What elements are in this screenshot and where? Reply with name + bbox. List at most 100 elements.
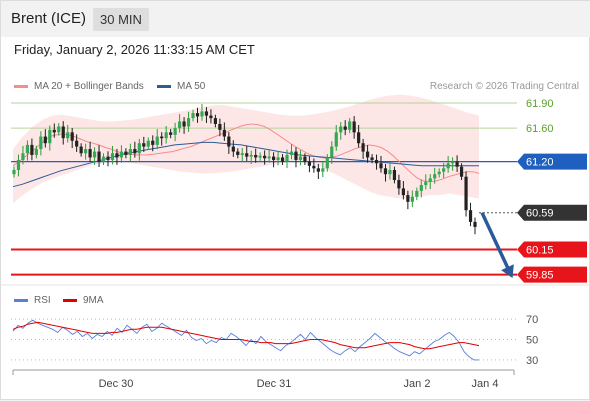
- candle: [231, 146, 235, 152]
- candle: [433, 174, 437, 179]
- candle: [352, 121, 356, 133]
- ma50-line: [12, 141, 479, 188]
- rsi-line: [12, 319, 479, 361]
- candle: [473, 221, 477, 227]
- candle: [289, 151, 294, 155]
- candle: [155, 136, 159, 145]
- candle: [110, 153, 115, 160]
- candle: [137, 143, 141, 154]
- candle: [70, 132, 74, 141]
- candle: [312, 165, 316, 169]
- legend-9ma-label: 9MA: [83, 295, 104, 306]
- candle: [294, 151, 298, 160]
- legend-bollinger: MA 20 + Bollinger Bands: [14, 81, 144, 92]
- candle: [303, 156, 307, 162]
- candle: [285, 154, 289, 162]
- candle: [57, 126, 61, 133]
- rsi-swatch: [14, 299, 28, 302]
- candle: [343, 126, 347, 130]
- candle: [401, 188, 405, 196]
- candle: [200, 111, 204, 117]
- x-tick-label: Jan 2: [404, 378, 431, 390]
- candle: [124, 151, 128, 155]
- candle: [397, 180, 401, 189]
- candle: [254, 154, 258, 158]
- candle: [133, 149, 137, 154]
- candle: [437, 171, 441, 175]
- candle: [119, 151, 124, 158]
- header-bar: Brent (ICE) 30 MIN: [1, 1, 590, 37]
- bollinger-band: [13, 94, 479, 204]
- candle: [160, 136, 164, 139]
- legend-rsi: RSI: [14, 295, 51, 306]
- candle: [43, 136, 47, 144]
- legend-bollinger-label: MA 20 + Bollinger Bands: [34, 81, 144, 92]
- level-label: 60.15: [526, 245, 554, 257]
- legend-ma50-label: MA 50: [177, 81, 206, 92]
- candle: [75, 140, 79, 147]
- candle: [97, 151, 101, 162]
- candle: [415, 190, 419, 197]
- candle: [227, 136, 231, 147]
- candle: [419, 185, 423, 191]
- candle: [276, 157, 280, 160]
- bollinger-swatch: [14, 85, 28, 88]
- candle: [39, 136, 43, 150]
- candle: [151, 140, 155, 145]
- candle: [280, 157, 285, 162]
- candle: [88, 149, 92, 158]
- candle: [92, 151, 97, 158]
- candle: [249, 154, 253, 157]
- level-tag: [517, 266, 587, 283]
- candle: [115, 153, 119, 158]
- candle: [169, 132, 173, 135]
- candle: [379, 163, 383, 169]
- candle: [464, 176, 468, 211]
- timestamp: Friday, January 2, 2026 11:33:15 AM CET: [14, 42, 255, 57]
- forecast-arrow: [480, 211, 512, 274]
- rsi-ma-line: [12, 321, 480, 350]
- candle: [142, 143, 146, 147]
- candle: [410, 196, 414, 202]
- candle: [428, 178, 432, 182]
- x-tick-label: Jan 4: [472, 378, 499, 390]
- candle: [213, 118, 218, 124]
- candle: [25, 144, 30, 154]
- candle: [191, 113, 195, 119]
- candle: [146, 140, 150, 147]
- level-tag: [517, 241, 587, 258]
- candle: [30, 144, 34, 155]
- x-tick-label: Dec 31: [257, 378, 292, 390]
- candle: [48, 129, 52, 144]
- candle: [370, 157, 374, 160]
- level-label: 61.20: [526, 157, 554, 169]
- candle: [258, 155, 262, 158]
- forecast-arrow-head: [501, 264, 514, 279]
- instrument-title: Brent (ICE): [11, 10, 87, 27]
- candle: [455, 161, 459, 167]
- candle: [325, 157, 329, 169]
- timeframe-badge[interactable]: 30 MIN: [93, 8, 149, 31]
- candle: [267, 156, 271, 159]
- candle: [446, 163, 450, 169]
- candle: [365, 151, 370, 158]
- level-tag: [517, 153, 587, 170]
- legend-9ma: 9MA: [63, 295, 104, 306]
- 9ma-swatch: [63, 299, 77, 302]
- level-tag: [517, 204, 587, 221]
- x-tick-label: Dec 30: [99, 378, 134, 390]
- candle: [240, 153, 244, 155]
- candle: [245, 153, 249, 157]
- legend-rsi-label: RSI: [34, 295, 51, 306]
- candle: [357, 132, 361, 144]
- candle: [218, 123, 222, 130]
- candle: [451, 161, 455, 164]
- candle: [34, 149, 38, 155]
- candle: [204, 111, 209, 116]
- research-credit: Research © 2026 Trading Central: [429, 81, 579, 92]
- level-label: 59.85: [526, 270, 554, 282]
- candle: [164, 132, 168, 139]
- rsi-tick-label: 70: [526, 314, 538, 326]
- candle: [16, 159, 21, 171]
